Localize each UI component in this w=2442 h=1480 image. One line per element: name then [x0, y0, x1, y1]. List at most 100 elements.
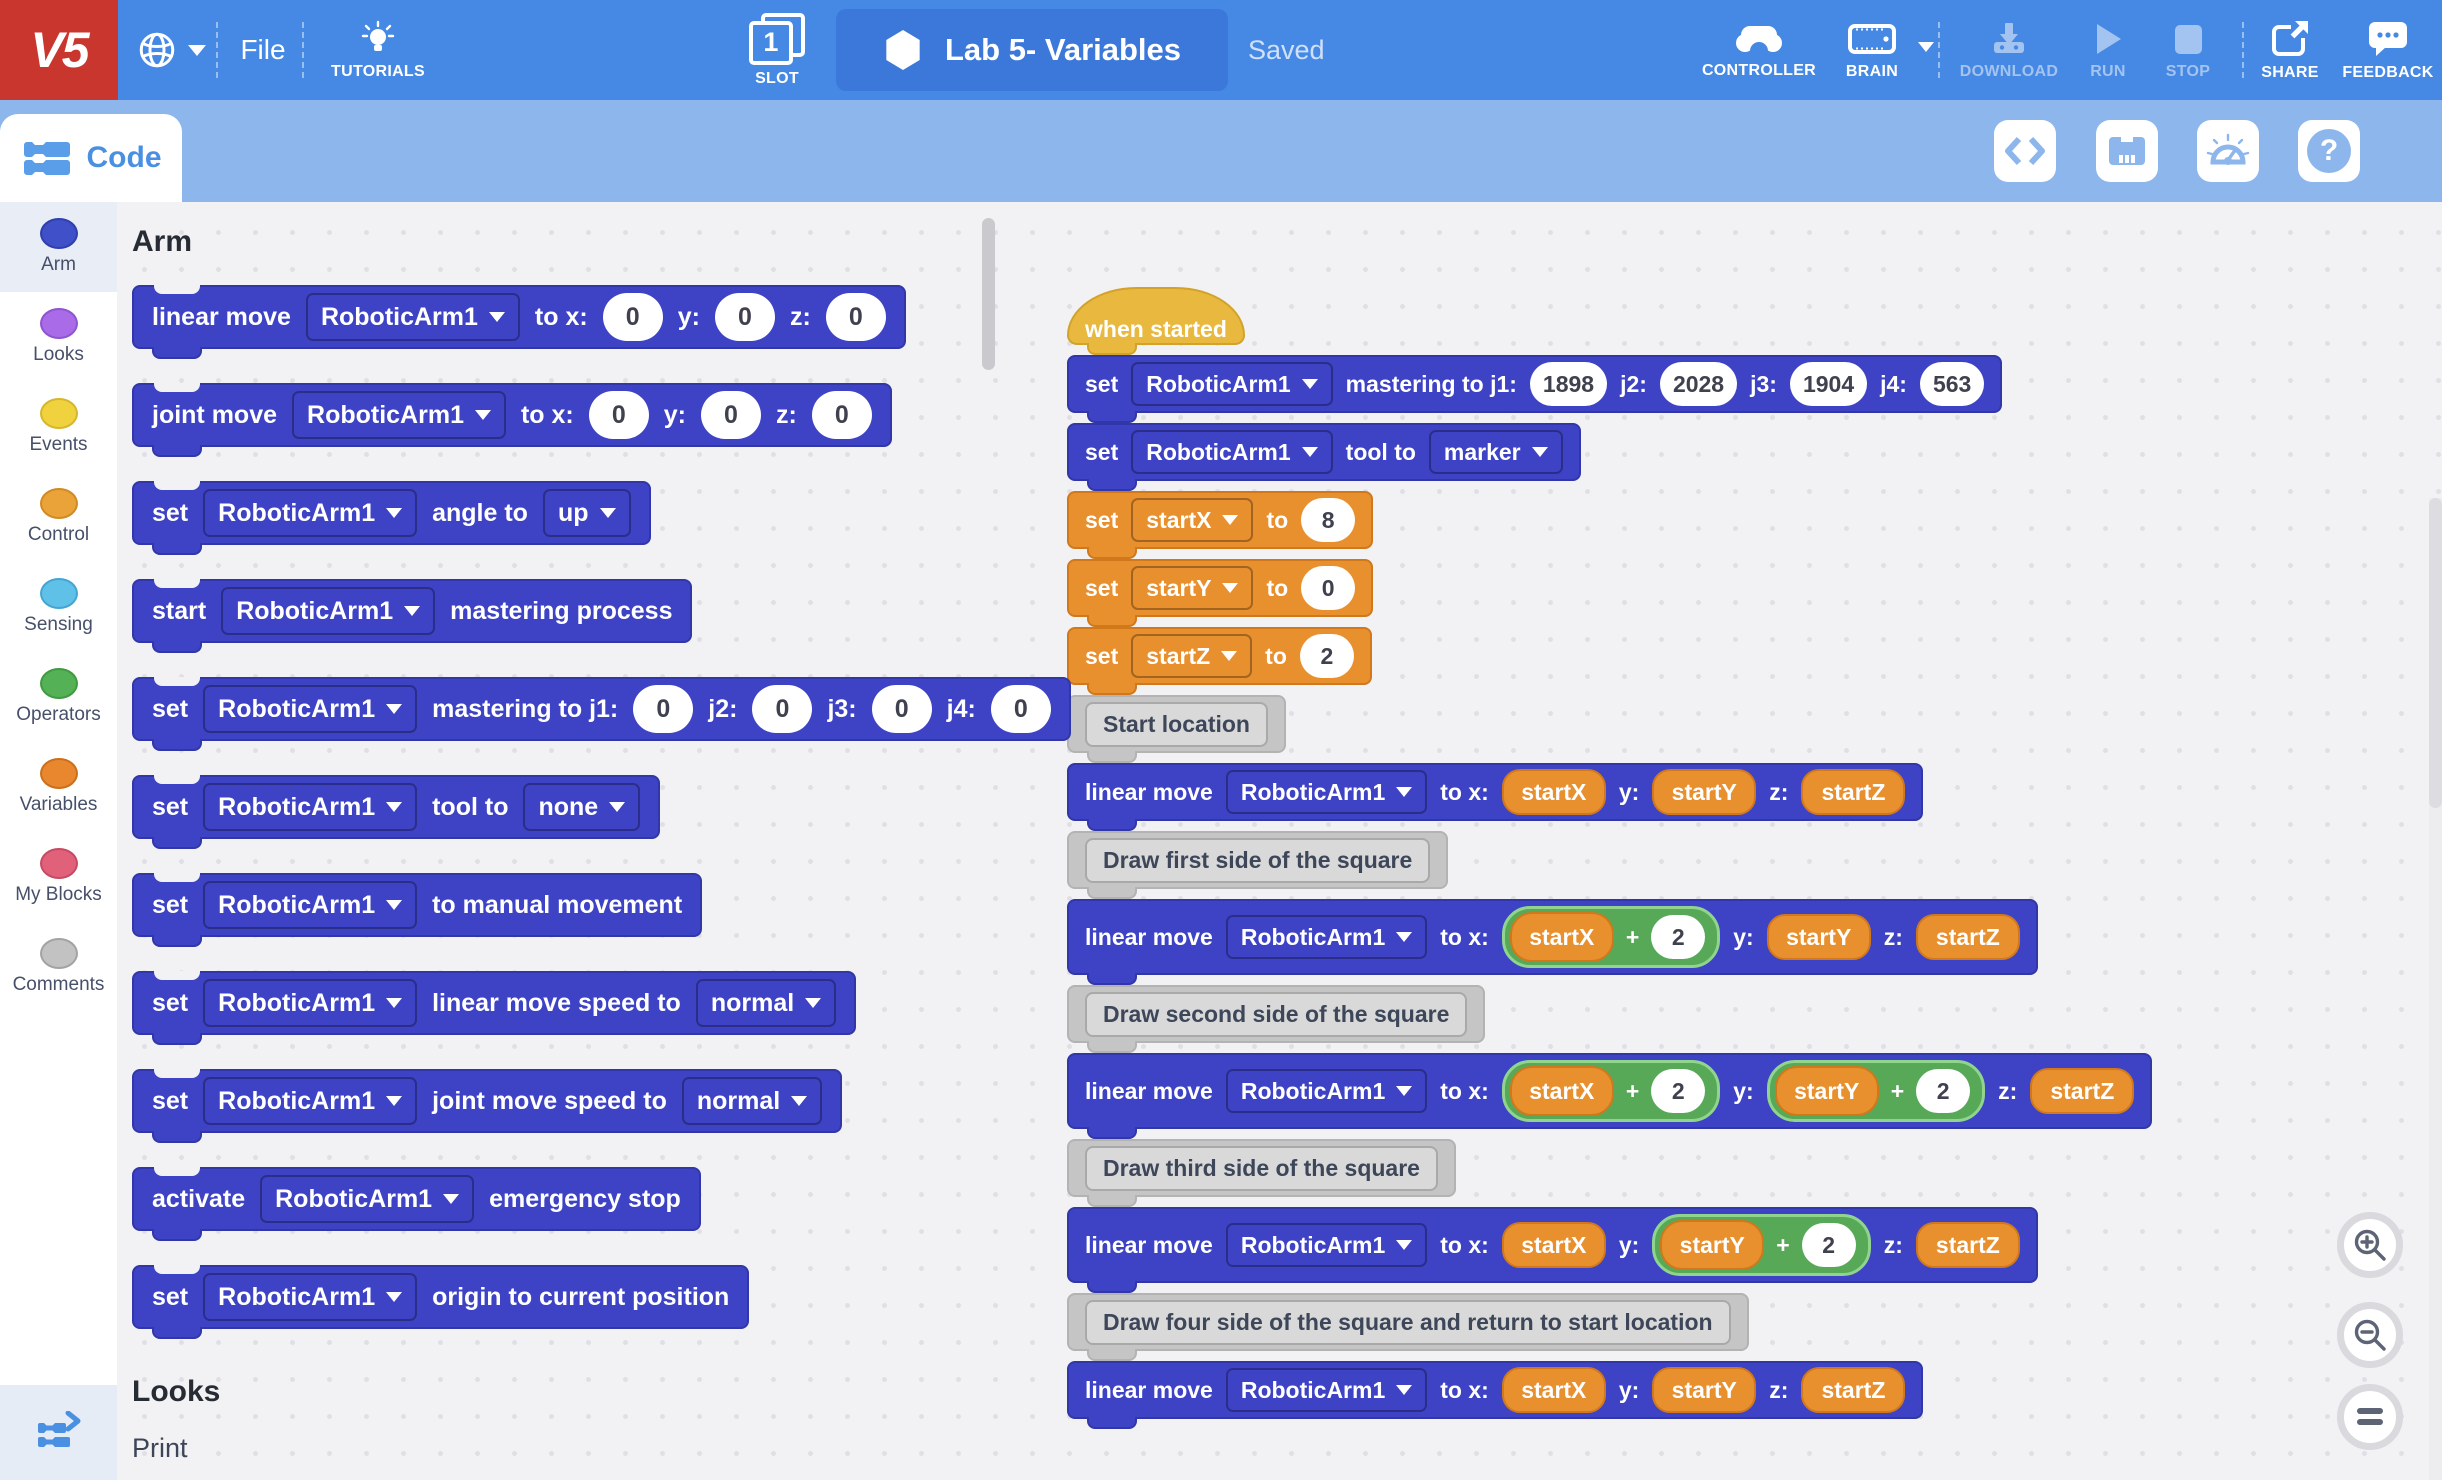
share-button[interactable]: SHARE — [2254, 0, 2326, 100]
zoom-reset-button[interactable] — [2337, 1384, 2403, 1450]
dropdown-roboticarm1[interactable]: RoboticArm1 — [203, 783, 418, 831]
variable-startZ[interactable]: startZ — [1801, 1367, 1906, 1413]
dropdown-roboticarm1[interactable]: RoboticArm1 — [203, 685, 418, 733]
variable-startZ[interactable]: startZ — [1915, 1222, 2020, 1268]
number-input[interactable]: 2 — [1801, 1223, 1856, 1267]
variable-startX[interactable]: startX — [1501, 769, 1606, 815]
zoom-in-button[interactable] — [2337, 1212, 2403, 1278]
variable-startY[interactable]: startY — [1652, 1367, 1757, 1413]
stop-button[interactable]: STOP — [2156, 0, 2220, 100]
dropdown-roboticarm1[interactable]: RoboticArm1 — [221, 587, 436, 635]
dropdown-marker[interactable]: marker — [1428, 430, 1563, 474]
canvas-scrollbar-thumb[interactable] — [2429, 498, 2442, 808]
number-input[interactable]: 0 — [871, 685, 932, 733]
zoom-out-button[interactable] — [2337, 1302, 2403, 1368]
sidebar-item-arm[interactable]: Arm — [0, 202, 117, 292]
number-input[interactable]: 2 — [1299, 634, 1354, 678]
tab-code[interactable]: Code — [0, 114, 182, 202]
file-menu[interactable]: File — [228, 0, 298, 100]
block-comment-second-side[interactable]: Draw second side of the square — [1067, 985, 1486, 1053]
block-comment-fourth-side[interactable]: Draw four side of the square and return … — [1067, 1293, 1749, 1361]
dropdown-roboticarm1[interactable]: RoboticArm1 — [203, 1273, 418, 1321]
number-input[interactable]: 0 — [752, 685, 813, 733]
number-input[interactable]: 8 — [1301, 498, 1356, 542]
block-set-startx[interactable]: set startX to 8 — [1067, 491, 1374, 559]
number-input[interactable]: 1904 — [1789, 362, 1868, 406]
sidebar-item-comments[interactable]: Comments — [0, 922, 117, 1012]
block-set-joint-move-speed[interactable]: set RoboticArm1 joint move speed to normal — [132, 1069, 843, 1143]
variable-startZ[interactable]: startZ — [2030, 1068, 2135, 1114]
dropdown-roboticarm1[interactable]: RoboticArm1 — [1225, 1223, 1428, 1267]
variable-startZ[interactable]: startZ — [1801, 769, 1906, 815]
addition-operator[interactable]: startY +2 — [1766, 1060, 1986, 1122]
monitor-console-button[interactable] — [2197, 120, 2259, 182]
variable-startY[interactable]: startY — [1766, 914, 1871, 960]
number-input[interactable]: 2 — [1651, 1069, 1706, 1113]
number-input[interactable]: 2028 — [1659, 362, 1738, 406]
dropdown-up[interactable]: up — [542, 489, 631, 537]
number-input[interactable]: 0 — [811, 391, 872, 439]
dropdown-startx[interactable]: startX — [1131, 498, 1254, 542]
number-input[interactable]: 0 — [714, 293, 775, 341]
sidebar-item-sensing[interactable]: Sensing — [0, 562, 117, 652]
addition-operator[interactable]: startX +2 — [1501, 1060, 1721, 1122]
dropdown-roboticarm1[interactable]: RoboticArm1 — [203, 489, 418, 537]
palette-collapse-strip[interactable] — [0, 1385, 117, 1480]
block-set-mastering[interactable]: set RoboticArm1 mastering to j1: 1898 j2: 202… — [1067, 355, 2003, 423]
brain-button[interactable]: BRAIN — [1822, 0, 1934, 100]
sidebar-item-my-blocks[interactable]: My Blocks — [0, 832, 117, 922]
dropdown-roboticarm1[interactable]: RoboticArm1 — [203, 881, 418, 929]
number-input[interactable]: 0 — [602, 293, 663, 341]
number-input[interactable]: 1898 — [1529, 362, 1608, 406]
block-when-started[interactable]: when started — [1067, 287, 1245, 355]
block-set-starty[interactable]: set startY to 0 — [1067, 559, 1374, 627]
number-input[interactable]: 2 — [1651, 915, 1706, 959]
dropdown-roboticarm1[interactable]: RoboticArm1 — [1225, 915, 1428, 959]
dropdown-normal[interactable]: normal — [681, 1077, 823, 1125]
block-linear-move-5[interactable]: linear move RoboticArm1 to x: startX y: start… — [1067, 1361, 1924, 1429]
number-input[interactable]: 0 — [1301, 566, 1356, 610]
tutorials-button[interactable]: TUTORIALS — [312, 0, 444, 100]
dropdown-roboticarm1[interactable]: RoboticArm1 — [203, 1077, 418, 1125]
dropdown-roboticarm1[interactable]: RoboticArm1 — [292, 391, 506, 439]
dropdown-normal[interactable]: normal — [695, 979, 837, 1027]
block-linear-move-1[interactable]: linear move RoboticArm1 to x: startX y: start… — [1067, 763, 1924, 831]
block-comment-start-location[interactable]: Start location — [1067, 695, 1286, 763]
variable-startZ[interactable]: startZ — [1915, 914, 2020, 960]
text-code-toggle-button[interactable] — [1994, 120, 2056, 182]
project-name-button[interactable]: Lab 5- Variables — [836, 9, 1228, 91]
sidebar-item-events[interactable]: Events — [0, 382, 117, 472]
dropdown-roboticarm1[interactable]: RoboticArm1 — [1131, 362, 1333, 406]
dropdown-roboticarm1[interactable]: RoboticArm1 — [1225, 1368, 1428, 1412]
block-joint-move[interactable]: joint move RoboticArm1 to x: 0 y: 0 z: 0 — [132, 383, 892, 457]
block-set-manual-movement[interactable]: set RoboticArm1 to manual movement — [132, 873, 703, 947]
variable-startX[interactable]: startX — [1509, 912, 1614, 962]
number-input[interactable]: 563 — [1919, 362, 1985, 406]
variable-startX[interactable]: startX — [1501, 1367, 1606, 1413]
feedback-button[interactable]: FEEDBACK — [2336, 0, 2440, 100]
controller-button[interactable]: CONTROLLER — [1700, 0, 1818, 100]
variable-startY[interactable]: startY — [1774, 1066, 1879, 1116]
block-linear-move-3[interactable]: linear move RoboticArm1 to x: startX +2 y: sta… — [1067, 1053, 2153, 1139]
dropdown-none[interactable]: none — [523, 783, 641, 831]
block-comment-first-side[interactable]: Draw first side of the square — [1067, 831, 1449, 899]
variable-startX[interactable]: startX — [1501, 1222, 1606, 1268]
number-input[interactable]: 0 — [701, 391, 761, 439]
block-set-tool[interactable]: set RoboticArm1 tool to none — [132, 775, 661, 849]
dropdown-roboticarm1[interactable]: RoboticArm1 — [1225, 770, 1428, 814]
sidebar-item-looks[interactable]: Looks — [0, 292, 117, 382]
language-menu[interactable] — [136, 0, 206, 100]
block-set-startz[interactable]: set startZ to 2 — [1067, 627, 1372, 695]
block-set-linear-move-speed[interactable]: set RoboticArm1 linear move speed to normal — [132, 971, 857, 1045]
block-set-angle[interactable]: set RoboticArm1 angle to up — [132, 481, 651, 555]
variable-startY[interactable]: startY — [1652, 769, 1757, 815]
dropdown-roboticarm1[interactable]: RoboticArm1 — [203, 979, 418, 1027]
addition-operator[interactable]: startY +2 — [1652, 1214, 1871, 1276]
sidebar-item-variables[interactable]: Variables — [0, 742, 117, 832]
number-input[interactable]: 0 — [825, 293, 886, 341]
device-manager-button[interactable] — [2096, 120, 2158, 182]
block-set-origin[interactable]: set RoboticArm1 origin to current position — [132, 1265, 750, 1339]
addition-operator[interactable]: startX +2 — [1501, 906, 1721, 968]
number-input[interactable]: 0 — [588, 391, 649, 439]
run-button[interactable]: RUN — [2076, 0, 2140, 100]
